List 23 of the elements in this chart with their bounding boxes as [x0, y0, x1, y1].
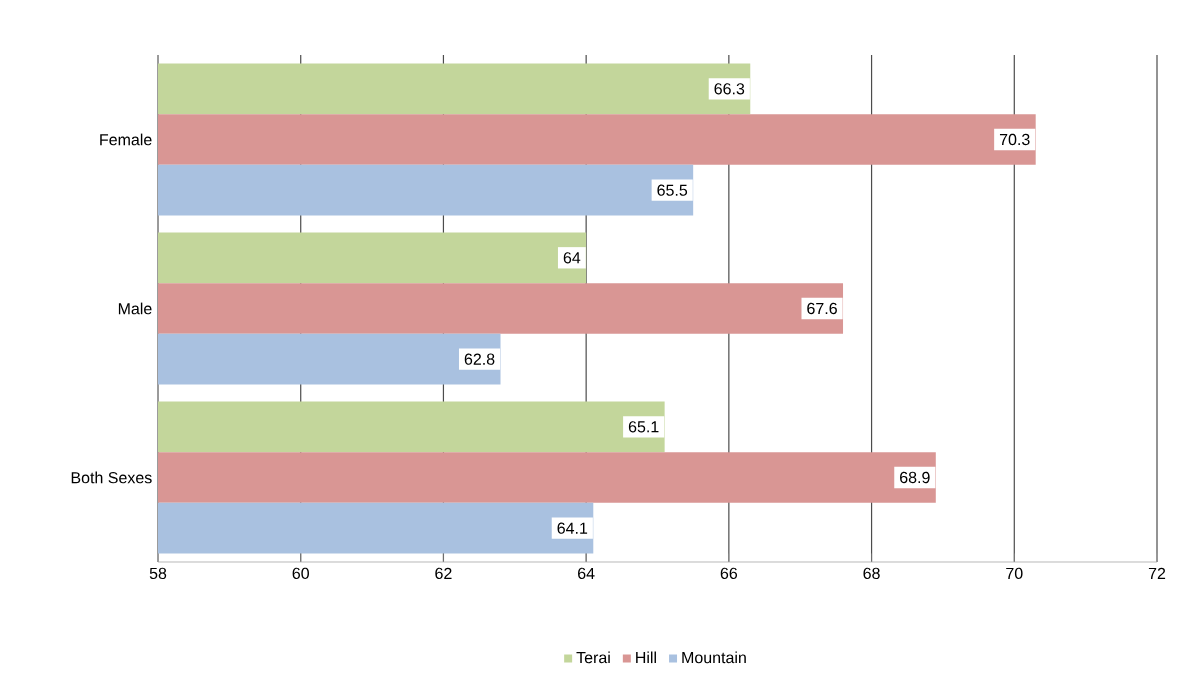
data-label: 64 [563, 252, 581, 264]
x-tick-label: 68 [863, 567, 880, 580]
x-tick-label: 66 [720, 567, 738, 580]
data-label: 65.1 [628, 421, 659, 433]
x-tick-label: 60 [292, 567, 309, 580]
data-label: 70.3 [999, 133, 1030, 146]
legend-label: Terai [576, 651, 610, 664]
legend-label: Mountain [682, 651, 746, 664]
data-label: 66.3 [714, 83, 745, 95]
x-tick-label: 72 [1148, 567, 1166, 579]
y-tick-label: Male [118, 302, 152, 315]
y-tick-label: Both Sexes [71, 471, 152, 484]
x-tick-label: 70 [1006, 567, 1023, 580]
data-label: 62.8 [464, 353, 495, 365]
x-tick-label: 64 [578, 567, 595, 580]
legend-label: Hill [636, 651, 656, 664]
data-label: 67.6 [807, 302, 837, 315]
data-label: 68.9 [900, 471, 930, 484]
data-label: 64.1 [557, 522, 588, 534]
y-tick-label: Female [100, 133, 152, 146]
data-label: 65.5 [657, 184, 688, 196]
x-tick-label: 62 [435, 567, 452, 580]
x-tick-label: 58 [149, 567, 167, 580]
